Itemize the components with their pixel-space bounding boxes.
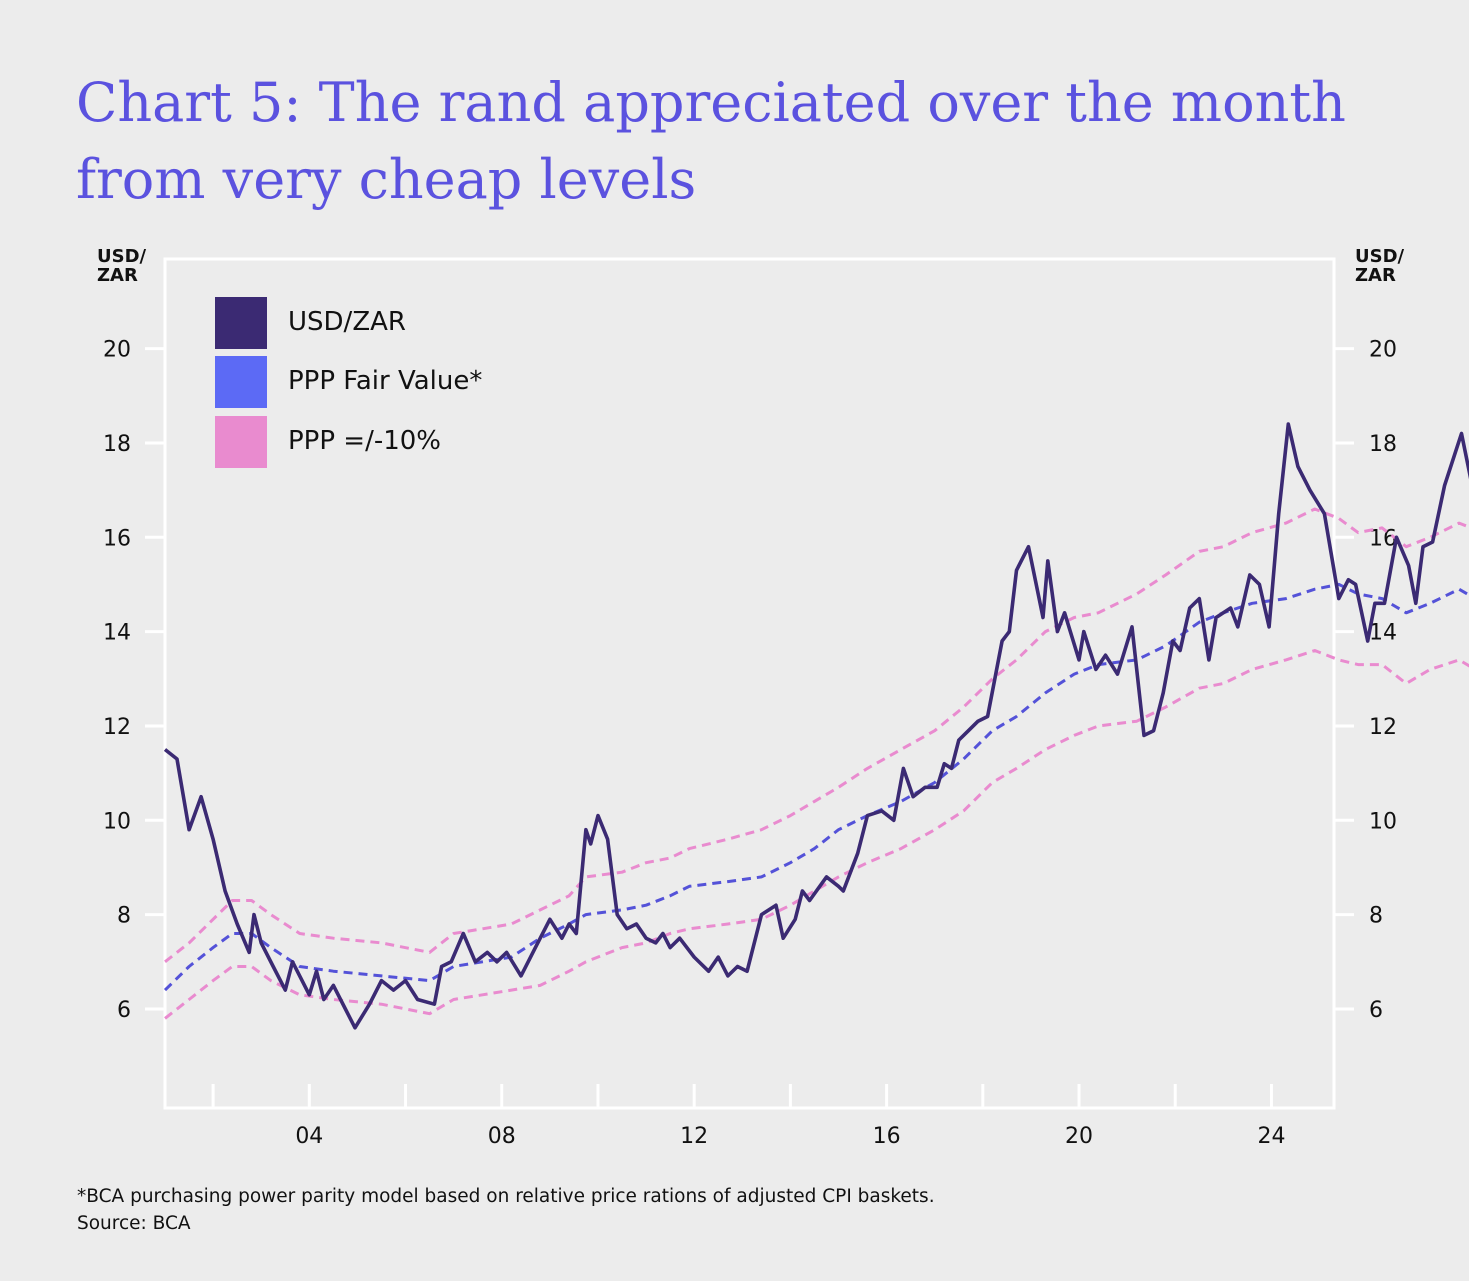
chart-title: Chart 5: The rand appreciated over the m…	[76, 71, 1346, 211]
series-layer	[163, 422, 1469, 1030]
y-tick-label-right: 8	[1369, 904, 1383, 929]
legend-label-ppp: PPP Fair Value*	[288, 366, 483, 396]
legend-label-ppp-band: PPP =/-10%	[288, 426, 442, 456]
y-axis-label-right-line1: USD/	[1355, 246, 1405, 267]
x-tick-label: 20	[1065, 1124, 1093, 1149]
x-tick-label: 04	[295, 1124, 323, 1149]
legend-label-usdzar: USD/ZAR	[288, 307, 406, 337]
y-axis-label-right-line2: ZAR	[1355, 265, 1396, 286]
footnote: *BCA purchasing power parity model based…	[77, 1183, 935, 1237]
series-ppp-lower-band-line	[164, 649, 1469, 1020]
y-tick-label-left: 6	[117, 998, 131, 1023]
y-tick-label-left: 16	[103, 526, 131, 551]
y-axis-label-left-line2: ZAR	[97, 265, 138, 286]
y-tick-label-left: 14	[103, 621, 131, 646]
y-tick-label-left: 8	[117, 904, 131, 929]
y-tick-label-left: 18	[103, 432, 131, 457]
y-tick-label-right: 12	[1369, 715, 1397, 740]
legend-swatch-ppp	[215, 356, 267, 408]
footnote-text: *BCA purchasing power parity model based…	[77, 1186, 935, 1207]
y-tick-label-right: 10	[1369, 809, 1397, 834]
legend-swatch-ppp-band	[215, 416, 267, 468]
y-axis-label-right: USD/ ZAR	[1355, 247, 1404, 285]
y-tick-label-right: 6	[1369, 998, 1383, 1023]
source-text: Source: BCA	[77, 1213, 191, 1234]
y-axis-label-left: USD/ ZAR	[97, 247, 146, 285]
series-ppp-fair-value-line	[163, 582, 1469, 992]
x-tick-label: 24	[1257, 1124, 1285, 1149]
y-axis-label-left-line1: USD/	[97, 246, 147, 267]
y-tick-label-left: 12	[103, 715, 131, 740]
y-tick-label-right: 20	[1369, 338, 1397, 363]
series-usdzar-line	[163, 422, 1469, 1030]
x-tick-label: 12	[680, 1124, 708, 1149]
x-tick-label: 08	[488, 1124, 516, 1149]
series-ppp-upper-band-line	[164, 507, 1469, 963]
y-tick-label-left: 10	[103, 809, 131, 834]
y-tick-label-right: 18	[1369, 432, 1397, 457]
y-tick-label-left: 20	[103, 338, 131, 363]
legend-swatch-usdzar	[215, 297, 267, 349]
x-tick-label: 16	[873, 1124, 901, 1149]
y-tick-label-right: 14	[1369, 621, 1397, 646]
